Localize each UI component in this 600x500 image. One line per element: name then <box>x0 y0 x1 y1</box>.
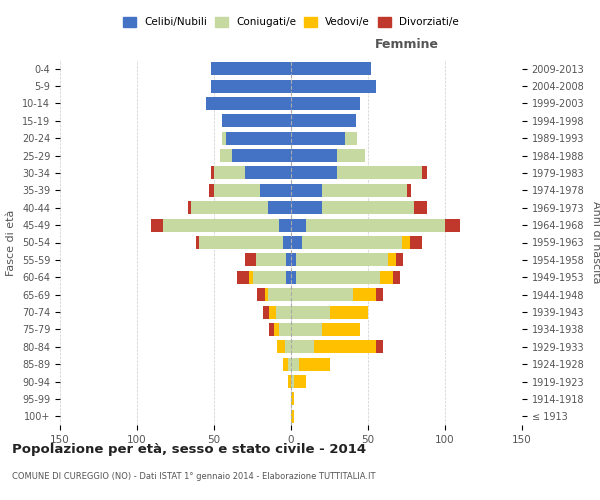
Bar <box>294 375 307 388</box>
Bar <box>222 132 226 144</box>
Bar <box>414 201 427 214</box>
Bar <box>220 149 232 162</box>
Bar <box>291 306 329 318</box>
Bar <box>291 375 294 388</box>
Bar <box>256 254 286 266</box>
Bar <box>422 166 427 179</box>
Bar <box>214 166 245 179</box>
Bar <box>291 114 356 128</box>
Bar <box>322 201 414 214</box>
Bar <box>291 184 322 197</box>
Bar <box>285 340 291 353</box>
Bar <box>245 166 291 179</box>
Bar <box>396 254 403 266</box>
Bar <box>296 270 380 284</box>
Text: COMUNE DI CUREGGIO (NO) - Dati ISTAT 1° gennaio 2014 - Elaborazione TUTTITALIA.I: COMUNE DI CUREGGIO (NO) - Dati ISTAT 1° … <box>12 472 376 481</box>
Bar <box>269 323 274 336</box>
Bar <box>269 306 275 318</box>
Bar <box>226 132 291 144</box>
Bar <box>291 132 345 144</box>
Bar <box>268 288 291 301</box>
Bar <box>260 184 291 197</box>
Bar <box>278 218 291 232</box>
Bar <box>410 236 422 249</box>
Y-axis label: Anni di nascita: Anni di nascita <box>591 201 600 284</box>
Bar <box>286 254 291 266</box>
Bar <box>291 288 353 301</box>
Bar <box>445 218 460 232</box>
Bar <box>291 236 302 249</box>
Bar <box>291 97 360 110</box>
Text: Popolazione per età, sesso e stato civile - 2014: Popolazione per età, sesso e stato civil… <box>12 442 366 456</box>
Bar <box>291 392 294 406</box>
Bar <box>283 236 291 249</box>
Bar <box>163 218 278 232</box>
Bar <box>392 270 400 284</box>
Bar <box>322 184 407 197</box>
Bar <box>199 236 283 249</box>
Bar <box>296 254 388 266</box>
Bar <box>214 184 260 197</box>
Bar <box>278 323 291 336</box>
Bar <box>250 270 253 284</box>
Y-axis label: Fasce di età: Fasce di età <box>7 210 16 276</box>
Bar <box>232 149 291 162</box>
Bar <box>209 184 214 197</box>
Bar <box>211 80 291 92</box>
Bar <box>407 184 411 197</box>
Bar <box>268 201 291 214</box>
Text: Femmine: Femmine <box>374 38 439 51</box>
Bar <box>337 149 365 162</box>
Bar <box>302 236 402 249</box>
Bar <box>188 201 191 214</box>
Bar <box>291 358 299 370</box>
Bar <box>245 254 256 266</box>
Bar <box>376 288 383 301</box>
Bar <box>206 97 291 110</box>
Bar <box>265 288 268 301</box>
Bar <box>376 340 383 353</box>
Bar <box>380 270 392 284</box>
Bar <box>253 270 286 284</box>
Bar <box>286 270 291 284</box>
Bar <box>277 340 285 353</box>
Bar <box>291 270 296 284</box>
Bar <box>291 62 371 75</box>
Bar <box>263 306 269 318</box>
Bar <box>299 358 329 370</box>
Bar <box>291 254 296 266</box>
Bar <box>322 323 360 336</box>
Bar <box>151 218 163 232</box>
Bar <box>257 288 265 301</box>
Bar <box>307 218 445 232</box>
Bar <box>291 201 322 214</box>
Bar <box>291 218 307 232</box>
Bar <box>402 236 410 249</box>
Bar <box>222 114 291 128</box>
Bar <box>288 375 291 388</box>
Bar <box>329 306 368 318</box>
Bar <box>345 132 357 144</box>
Bar <box>191 201 268 214</box>
Bar <box>353 288 376 301</box>
Bar <box>291 340 314 353</box>
Bar <box>291 410 294 423</box>
Bar <box>211 62 291 75</box>
Legend: Celibi/Nubili, Coniugati/e, Vedovi/e, Divorziati/e: Celibi/Nubili, Coniugati/e, Vedovi/e, Di… <box>120 14 462 30</box>
Bar <box>211 166 214 179</box>
Bar <box>291 80 376 92</box>
Bar <box>274 323 278 336</box>
Bar <box>314 340 376 353</box>
Bar <box>291 166 337 179</box>
Bar <box>288 358 291 370</box>
Bar <box>283 358 288 370</box>
Bar <box>388 254 396 266</box>
Bar <box>291 149 337 162</box>
Bar <box>196 236 199 249</box>
Bar <box>337 166 422 179</box>
Bar <box>237 270 250 284</box>
Bar <box>275 306 291 318</box>
Bar <box>291 323 322 336</box>
